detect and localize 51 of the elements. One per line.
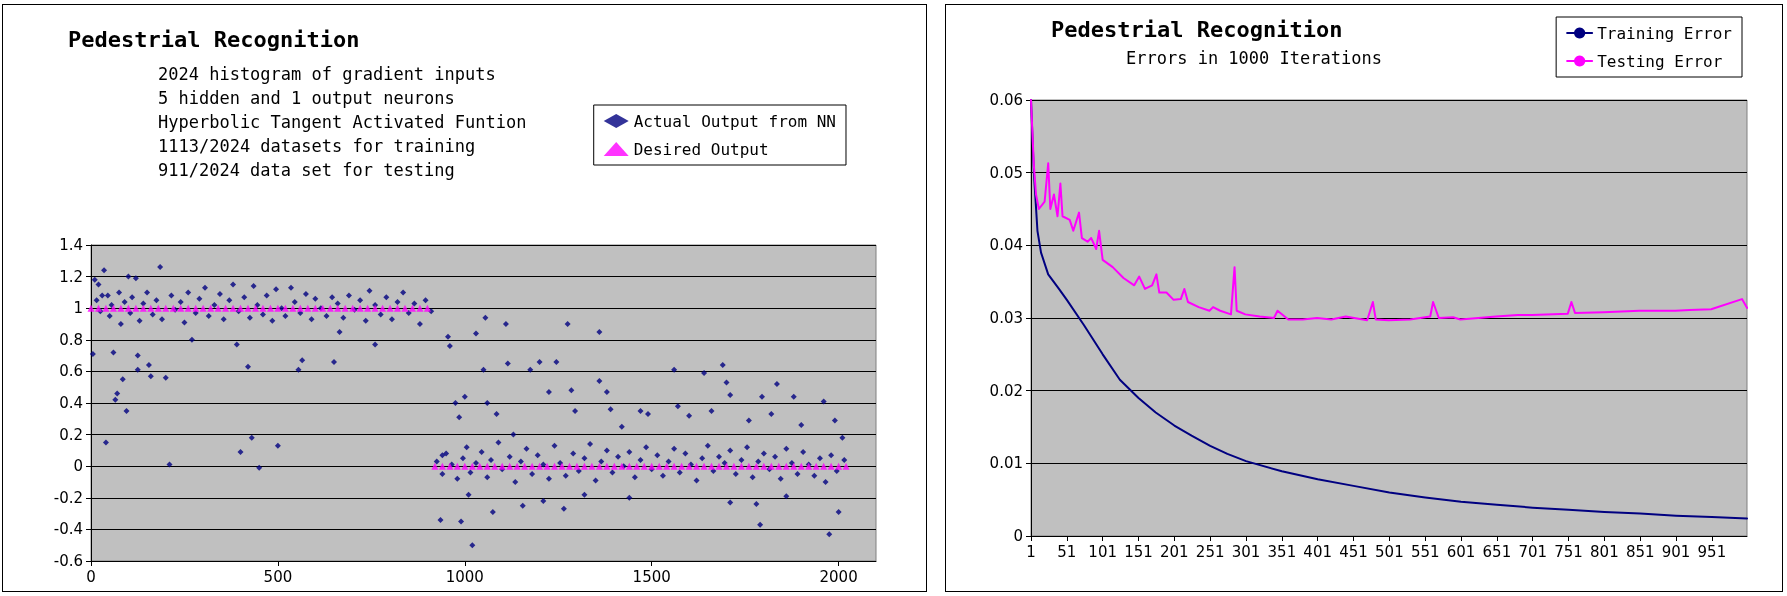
x-tick-label: 0: [86, 567, 96, 586]
x-tick-label: 551: [1410, 542, 1440, 561]
y-tick-label: 0.8: [59, 330, 83, 349]
legend-label: Actual Output from NN: [633, 111, 837, 131]
y-tick-label: 0.04: [989, 236, 1023, 255]
x-tick-label: 1000: [445, 567, 484, 586]
y-tick-label: -0.2: [53, 488, 83, 507]
x-tick-label: 151: [1124, 542, 1153, 561]
y-tick-label: 1: [73, 299, 83, 318]
y-tick-label: 0: [73, 457, 83, 476]
x-tick-label: 951: [1697, 542, 1727, 561]
y-tick-label: 1.4: [59, 236, 83, 254]
x-tick-label: 501: [1375, 542, 1404, 561]
y-tick-label: 0.02: [989, 381, 1023, 400]
x-tick-label: 251: [1195, 542, 1225, 561]
x-tick-label: 101: [1088, 542, 1117, 561]
x-tick-label: 1500: [632, 567, 671, 586]
x-tick-label: 1: [1026, 542, 1036, 561]
x-tick-label: 51: [1057, 542, 1077, 561]
x-tick-label: 701: [1518, 542, 1548, 561]
chart-title: Pedestrial Recognition: [68, 26, 360, 52]
y-tick-label: -0.4: [53, 520, 83, 539]
x-tick-label: 401: [1303, 542, 1333, 561]
y-tick-label: 0.01: [989, 454, 1023, 473]
x-tick-label: 751: [1554, 542, 1583, 561]
x-tick-label: 801: [1590, 542, 1619, 561]
chart-title: Pedestrial Recognition: [1051, 16, 1343, 42]
y-tick-label: -0.6: [53, 552, 83, 570]
x-tick-label: 351: [1267, 542, 1297, 561]
y-tick-label: 0.06: [989, 91, 1023, 109]
x-tick-label: 301: [1231, 542, 1261, 561]
x-tick-label: 901: [1661, 542, 1691, 561]
legend-label: Training Error: [1597, 23, 1733, 43]
x-tick-label: 500: [263, 567, 293, 586]
x-tick-label: 201: [1160, 542, 1189, 561]
y-tick-label: 0.6: [59, 362, 83, 381]
x-tick-label: 651: [1482, 542, 1512, 561]
y-tick-label: 0.4: [59, 394, 83, 412]
x-tick-label: 2000: [819, 567, 858, 586]
legend-label: Testing Error: [1597, 51, 1723, 71]
y-tick-label: 0.05: [989, 163, 1023, 182]
x-tick-label: 601: [1446, 542, 1476, 561]
x-tick-label: 451: [1339, 542, 1368, 561]
x-tick-label: 851: [1625, 542, 1655, 561]
y-tick-label: 0.03: [989, 309, 1023, 327]
chart-subtitle: 2024 histogram of gradient inputs 5 hidden and 1 output neurons Hyperbolic Tangent Activated Funtion 1113/2024 datasets for training 911/2024 data set for testing: [158, 64, 527, 180]
chart-subtitle: Errors in 1000 Iterations: [1126, 48, 1382, 68]
y-tick-label: 0: [1013, 527, 1023, 545]
y-tick-label: 0.2: [59, 425, 83, 444]
y-tick-label: 1.2: [59, 267, 83, 286]
legend-label: Desired Output: [633, 139, 769, 159]
